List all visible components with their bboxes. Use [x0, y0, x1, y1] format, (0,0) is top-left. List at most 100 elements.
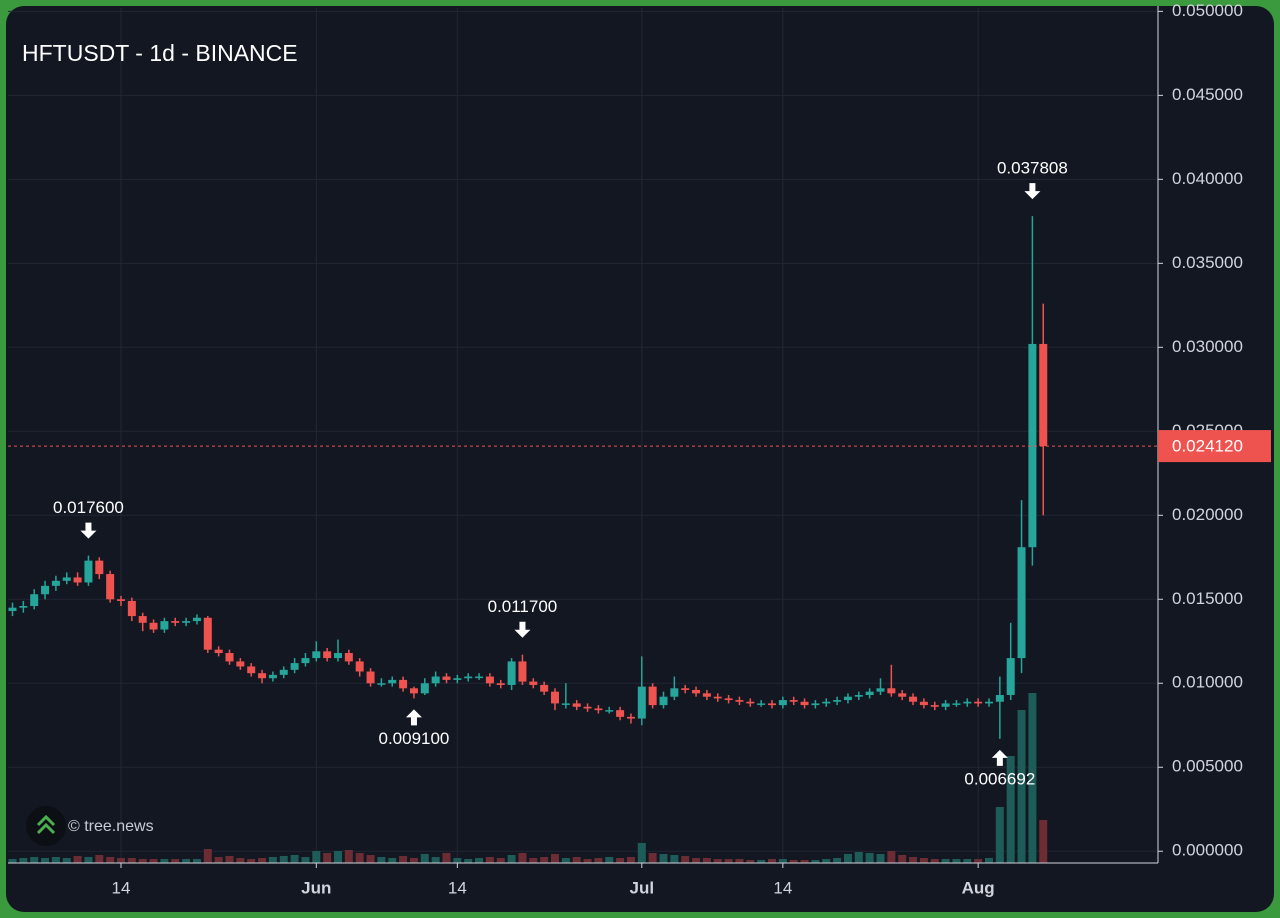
volume-bar — [203, 849, 212, 863]
annotation-arrow — [514, 621, 531, 638]
volume-bar — [572, 857, 581, 863]
chart-background — [6, 6, 1274, 912]
volume-bar — [442, 853, 451, 863]
volume-bar — [594, 858, 603, 863]
volume-bar — [735, 859, 744, 863]
candle-body — [735, 700, 744, 702]
volume-bar — [518, 853, 527, 863]
x-tick-label: Aug — [962, 878, 995, 897]
candle-body — [236, 661, 245, 667]
candle-body — [84, 560, 93, 583]
candle-body — [811, 703, 820, 706]
volume-bar — [1039, 820, 1048, 863]
volume-bar — [919, 858, 928, 863]
candle-body — [41, 585, 50, 595]
candle-body — [768, 703, 776, 706]
volume-bar — [192, 859, 201, 863]
volume-bar — [909, 857, 918, 863]
volume-bar — [171, 859, 180, 863]
candle-body — [388, 679, 397, 684]
candle-body — [963, 701, 972, 704]
volume-bar — [95, 855, 104, 863]
candle-body — [496, 683, 505, 685]
annotation-label: 0.011700 — [488, 597, 558, 616]
volume-bar — [19, 858, 28, 863]
annotation-arrow — [991, 749, 1008, 766]
y-tick-label: 0.000000 — [1172, 841, 1243, 860]
candle-body — [551, 691, 559, 704]
annotation-arrow — [80, 522, 97, 539]
candle-body — [789, 700, 798, 702]
volume-bar — [963, 859, 972, 863]
volume-bar — [8, 859, 17, 863]
volume-bar — [670, 855, 679, 863]
volume-bar — [496, 858, 505, 863]
volume-bar — [182, 859, 191, 863]
candle-body — [377, 683, 386, 685]
volume-bar — [388, 858, 397, 863]
volume-bar — [1028, 693, 1037, 863]
candle-body — [952, 703, 961, 705]
candle-body — [1028, 343, 1037, 548]
candle-body — [930, 705, 939, 707]
candle-body — [702, 693, 711, 697]
volume-bar — [117, 858, 125, 863]
candle-body — [106, 574, 115, 600]
candle-body — [995, 695, 1004, 702]
volume-bar — [551, 854, 559, 863]
volume-bar — [561, 858, 570, 863]
candle-body — [594, 708, 603, 711]
candle-body — [127, 600, 136, 617]
candle-body — [225, 653, 234, 662]
volume-bar — [279, 856, 288, 863]
candle-body — [540, 684, 549, 692]
candle-body — [974, 701, 983, 704]
candle-body — [909, 696, 918, 702]
volume-bar — [887, 851, 896, 863]
candle-body — [1017, 547, 1026, 659]
candle-body — [692, 689, 701, 694]
volume-bar — [746, 860, 755, 863]
candle-body — [822, 701, 831, 704]
candle-body — [746, 701, 755, 704]
candle-body — [409, 688, 418, 694]
axes: 0.000000 0.005000 0.010000 0.015000 0.020000… — [112, 1, 1271, 897]
candle-body — [626, 716, 635, 719]
volume-bar — [41, 858, 50, 863]
volume-bar — [995, 807, 1004, 863]
annotation-arrow — [1024, 183, 1041, 200]
candle-body — [355, 661, 364, 672]
volume-bar — [377, 857, 386, 863]
candle-body — [485, 676, 494, 684]
volume-bar — [399, 856, 408, 863]
candle-body — [778, 700, 787, 706]
volume-bar — [485, 857, 494, 863]
candle-body — [833, 700, 842, 702]
volume-bar — [811, 860, 820, 863]
candle-body — [312, 651, 321, 659]
candle-body — [182, 621, 191, 623]
candle-body — [616, 710, 625, 717]
y-tick-label: 0.005000 — [1172, 757, 1243, 776]
x-tick-label: Jun — [301, 878, 331, 897]
candle-body — [149, 622, 158, 630]
volume-bar — [757, 860, 766, 863]
candle-body — [713, 696, 722, 699]
volume-bar — [616, 858, 625, 863]
volume-bar — [312, 851, 321, 863]
volume-bar — [366, 855, 375, 863]
y-tick-label: 0.035000 — [1172, 253, 1243, 272]
volume-bar — [106, 857, 115, 863]
candle-body — [583, 706, 592, 709]
volume-bar — [149, 859, 158, 863]
candle-body — [941, 703, 950, 707]
candle-body — [757, 703, 766, 705]
y-tick-label: 0.040000 — [1172, 169, 1243, 188]
candle-body — [138, 616, 147, 623]
volume-bar — [62, 858, 71, 863]
volume-bar — [724, 859, 733, 863]
volume-bar — [236, 858, 245, 863]
volume-bar — [529, 858, 538, 863]
candle-body — [876, 688, 885, 692]
